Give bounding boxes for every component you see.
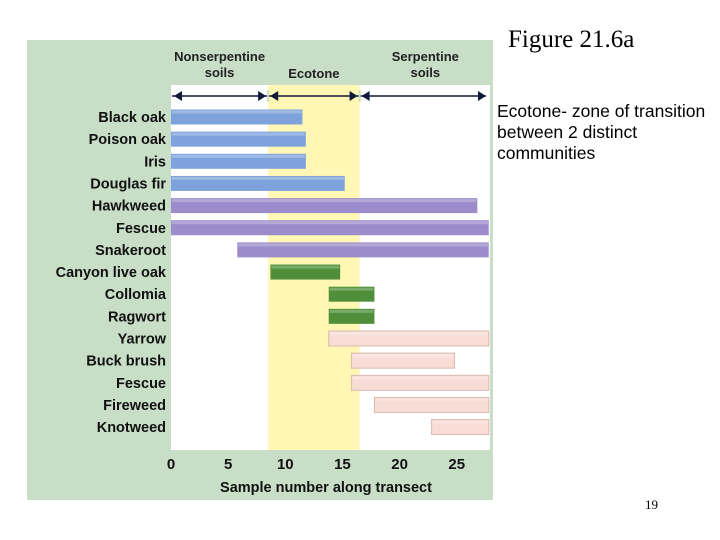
species-labels: Black oak Poison oak Iris Douglas fir Hawkwe… (56, 110, 167, 436)
species-label: Fescue (116, 221, 166, 237)
species-label: Buck brush (86, 354, 166, 370)
species-label: Douglas fir (90, 176, 166, 192)
zone-label: Serpentine (392, 49, 459, 64)
zone-divider (358, 90, 361, 102)
range-bar (171, 198, 478, 214)
bar-highlight (172, 221, 488, 225)
range-bar (328, 330, 490, 347)
bar-highlight (432, 420, 488, 424)
range-bar (171, 153, 306, 169)
arrowhead (478, 91, 486, 101)
zone-arrows (172, 90, 486, 102)
species-label: Black oak (98, 110, 167, 126)
range-bar (237, 242, 489, 258)
zone-label: Nonserpentine (174, 49, 265, 64)
bar-highlight (172, 132, 305, 136)
bar-highlight (375, 398, 488, 402)
species-label: Yarrow (118, 332, 167, 348)
slide-body-text: Ecotone- zone of transition between 2 di… (497, 101, 706, 163)
range-bar (431, 419, 490, 436)
bar-highlight (352, 376, 488, 380)
x-tick-label: 25 (448, 456, 465, 473)
x-tick-label: 10 (277, 456, 294, 473)
x-tick-label: 5 (224, 456, 232, 473)
species-label: Snakeroot (95, 243, 166, 259)
range-bar (171, 109, 303, 125)
arrowhead (361, 91, 370, 101)
species-label: Hawkweed (92, 199, 166, 215)
bar-highlight (271, 265, 340, 269)
range-bar (351, 374, 490, 391)
bar-highlight (172, 154, 305, 158)
arrowhead (270, 91, 279, 101)
bar-highlight (352, 354, 454, 358)
bar-highlight (238, 243, 488, 247)
x-tick-labels: 0 5 10 15 20 25 (167, 456, 465, 473)
x-tick-label: 0 (167, 456, 175, 473)
range-bar (171, 175, 345, 191)
arrowhead (174, 91, 182, 101)
page-number: 19 (645, 497, 658, 512)
species-label: Ragwort (108, 309, 166, 325)
range-bar (328, 286, 375, 302)
x-axis-label: Sample number along transect (220, 480, 432, 496)
range-bar (373, 396, 490, 413)
range-bar (270, 264, 341, 280)
zone-divider (267, 90, 270, 102)
zone-label: soils (205, 65, 235, 80)
species-label: Fescue (116, 376, 166, 392)
range-bar (328, 308, 375, 324)
bar-highlight (329, 309, 374, 313)
arrowhead (258, 91, 267, 101)
bar-highlight (329, 332, 488, 335)
species-label: Collomia (105, 287, 167, 303)
x-tick-label: 15 (334, 456, 351, 473)
zone-label: Ecotone (288, 66, 339, 81)
arrowhead (349, 91, 358, 101)
range-bars (171, 109, 490, 436)
species-label: Poison oak (89, 132, 167, 148)
bar-highlight (172, 110, 302, 114)
bar-highlight (172, 176, 344, 180)
species-label: Knotweed (97, 420, 166, 436)
range-bar (351, 352, 455, 369)
x-tick-label: 20 (391, 456, 408, 473)
range-bar (171, 131, 306, 147)
bar-highlight (329, 287, 374, 291)
species-label: Canyon live oak (56, 265, 167, 281)
species-label: Fireweed (103, 398, 166, 414)
zone-label: soils (411, 65, 441, 80)
species-label: Iris (144, 154, 166, 170)
range-bar (171, 220, 489, 236)
slide-title: Figure 21.6a (508, 26, 635, 53)
bar-highlight (172, 199, 477, 203)
